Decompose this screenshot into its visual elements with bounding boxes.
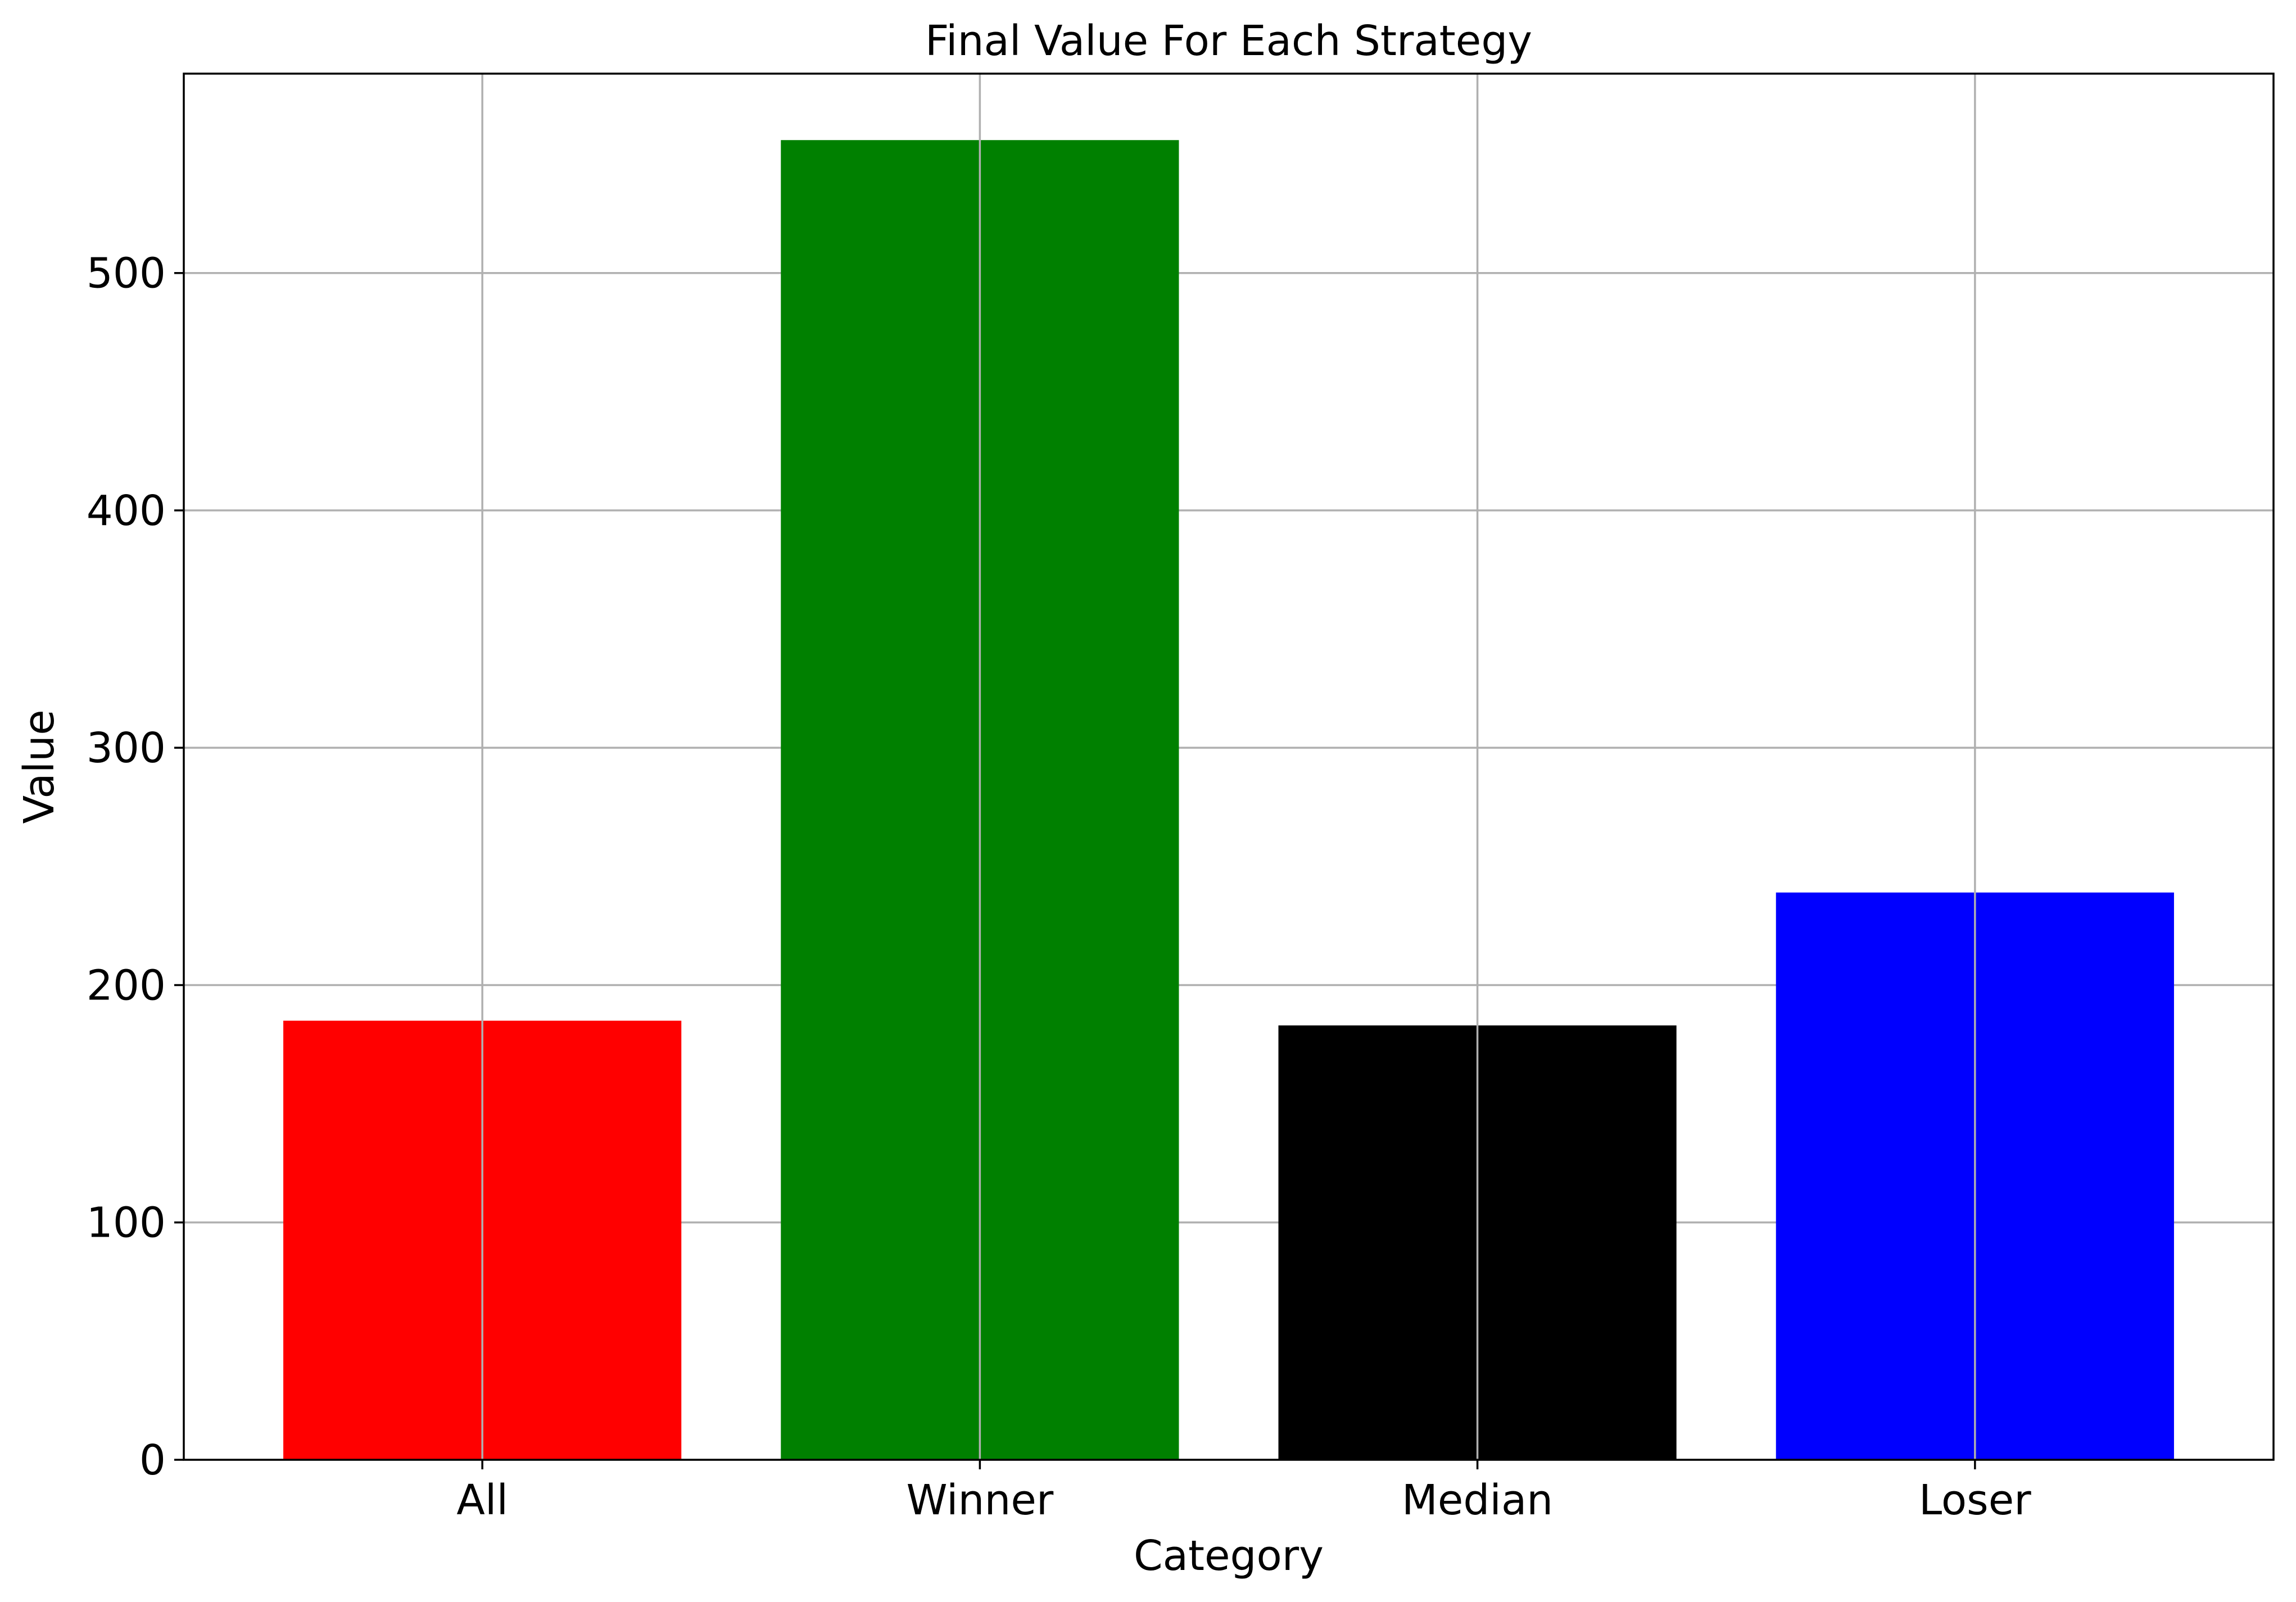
y-axis-label: Value bbox=[15, 709, 64, 823]
y-tick-label: 0 bbox=[139, 1436, 166, 1485]
x-tick-label: All bbox=[456, 1476, 508, 1524]
y-tick-label: 200 bbox=[87, 961, 166, 1010]
chart-title: Final Value For Each Strategy bbox=[925, 17, 1532, 65]
vertical-grid-layer bbox=[481, 74, 1976, 1460]
x-axis-label: Category bbox=[1134, 1532, 1324, 1580]
y-tick-label: 300 bbox=[87, 724, 166, 772]
y-tick-label: 100 bbox=[87, 1199, 166, 1247]
ticks-layer: 0 100 200 300 400 500 All Winner Median Loser bbox=[87, 250, 2032, 1524]
plot-frame bbox=[183, 73, 2275, 1461]
y-tick-label: 400 bbox=[87, 487, 166, 535]
x-tick-label: Loser bbox=[1919, 1476, 2031, 1524]
bars-layer bbox=[283, 140, 2174, 1460]
y-tick-label: 500 bbox=[87, 250, 166, 298]
x-tick-label: Median bbox=[1402, 1476, 1553, 1524]
x-tick-label: Winner bbox=[906, 1476, 1053, 1524]
